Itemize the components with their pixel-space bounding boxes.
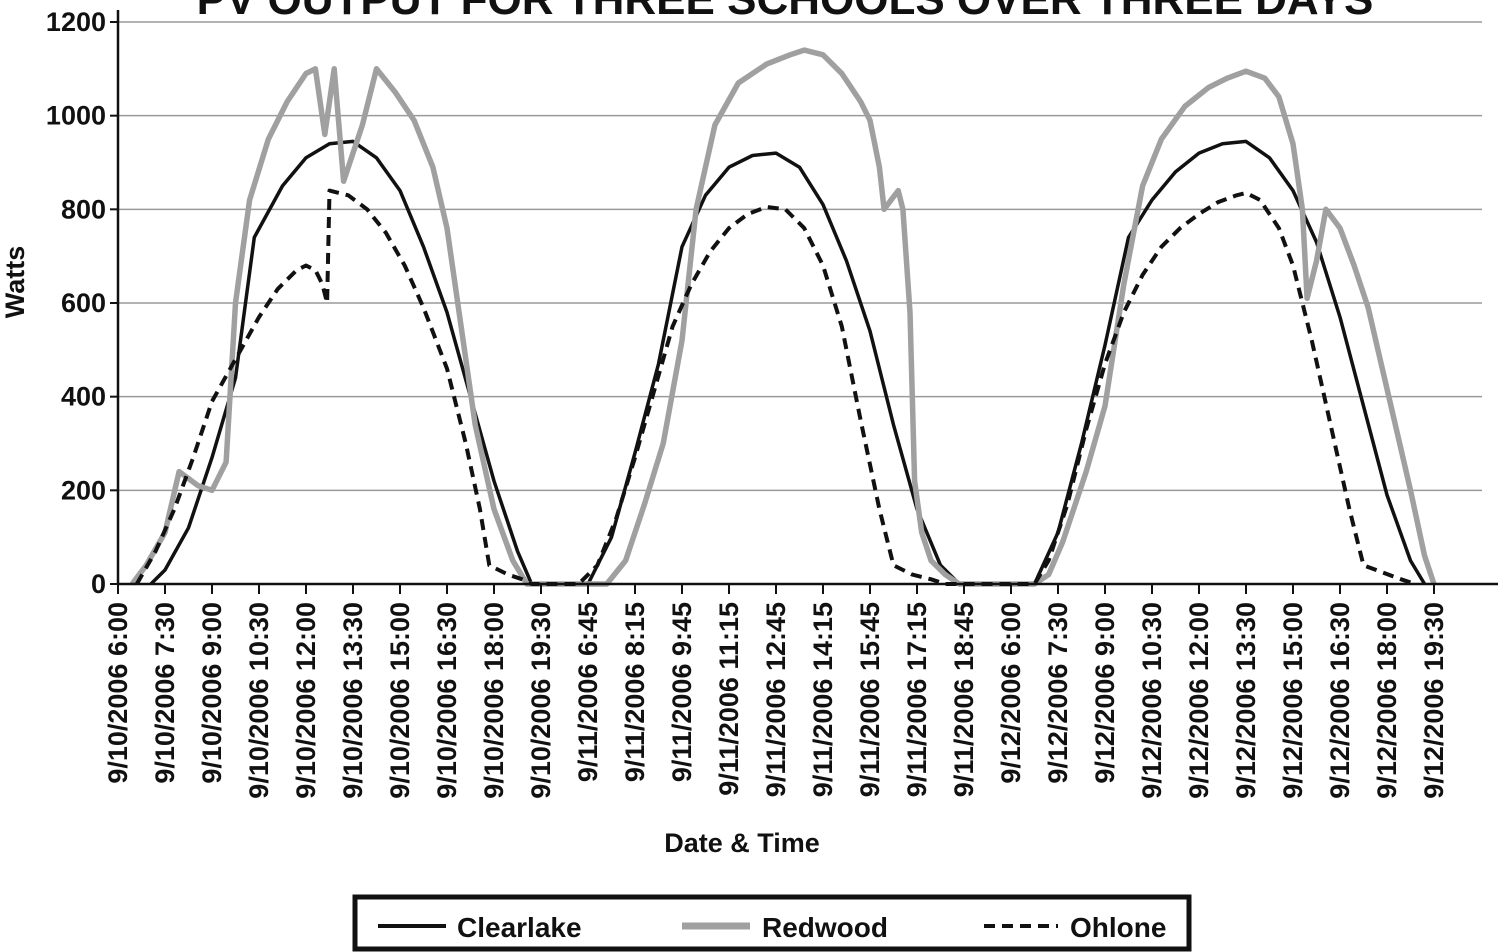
y-tick-label: 600 — [61, 288, 106, 318]
y-tick-label: 800 — [61, 194, 106, 224]
x-tick-label: 9/12/2006 16:30 — [1325, 602, 1355, 799]
x-tick-label: 9/12/2006 9:00 — [1090, 602, 1120, 784]
y-tick-label: 200 — [61, 475, 106, 505]
x-tick-label: 9/10/2006 10:30 — [244, 602, 274, 799]
x-tick-label: 9/11/2006 11:15 — [714, 602, 744, 796]
x-tick-label: 9/12/2006 12:00 — [1184, 602, 1214, 799]
legend-label-redwood: Redwood — [762, 912, 888, 943]
x-tick-label: 9/11/2006 15:45 — [855, 602, 885, 797]
series-lines — [129, 47, 1437, 587]
series-line-redwood — [129, 47, 1437, 587]
x-tick-label: 9/11/2006 9:45 — [667, 602, 697, 782]
x-tick-label: 9/11/2006 12:45 — [761, 602, 791, 797]
x-tick-label: 9/10/2006 19:30 — [526, 602, 556, 799]
x-tick-label: 9/11/2006 14:15 — [808, 602, 838, 797]
x-tick-label: 9/11/2006 8:15 — [620, 602, 650, 782]
x-tick-label: 9/12/2006 18:00 — [1372, 602, 1402, 799]
x-tick-label: 9/12/2006 19:30 — [1419, 602, 1449, 799]
x-tick-label: 9/10/2006 12:00 — [291, 602, 321, 799]
x-axis-ticks: 9/10/2006 6:00 9/10/2006 7:30 9/10/2006 9:… — [103, 584, 1449, 799]
x-tick-label: 9/12/2006 13:30 — [1231, 602, 1261, 799]
x-tick-label: 9/10/2006 18:00 — [479, 602, 509, 799]
legend-label-clearlake: Clearlake — [457, 912, 582, 943]
x-tick-label: 9/11/2006 6:45 — [573, 602, 603, 782]
x-tick-label: 9/11/2006 18:45 — [949, 602, 979, 797]
x-tick-label: 9/10/2006 6:00 — [103, 602, 133, 784]
chart-title: PV OUTPUT FOR THREE SCHOOLS OVER THREE D… — [197, 0, 1374, 24]
x-tick-label: 9/12/2006 7:30 — [1043, 602, 1073, 784]
x-tick-label: 9/10/2006 9:00 — [197, 602, 227, 784]
x-tick-label: 9/10/2006 15:00 — [385, 602, 415, 799]
legend-frame — [352, 894, 1192, 952]
y-tick-label: 400 — [61, 382, 106, 412]
y-axis-ticks: 0 200 400 600 800 1000 1200 — [46, 7, 118, 599]
y-tick-label: 1000 — [46, 101, 106, 131]
legend-label-ohlone: Ohlone — [1070, 912, 1166, 943]
x-tick-label: 9/12/2006 15:00 — [1278, 602, 1308, 799]
y-axis-title: Watts — [0, 246, 30, 319]
y-tick-label: 0 — [91, 569, 106, 599]
x-tick-label: 9/11/2006 17:15 — [902, 602, 932, 797]
series-line-clearlake — [149, 139, 1427, 586]
legend: Clearlake Redwood Ohlone — [352, 894, 1192, 952]
x-tick-label: 9/12/2006 10:30 — [1137, 602, 1167, 799]
x-tick-label: 9/10/2006 7:30 — [150, 602, 180, 784]
x-axis-title: Date & Time — [664, 828, 820, 858]
x-tick-label: 9/10/2006 16:30 — [432, 602, 462, 799]
gridlines — [118, 21, 1482, 492]
series-line-ohlone — [135, 188, 1416, 586]
y-tick-label: 1200 — [46, 7, 106, 37]
axes — [116, 10, 1498, 586]
x-tick-label: 9/10/2006 13:30 — [338, 602, 368, 799]
x-tick-label: 9/12/2006 6:00 — [996, 602, 1026, 784]
